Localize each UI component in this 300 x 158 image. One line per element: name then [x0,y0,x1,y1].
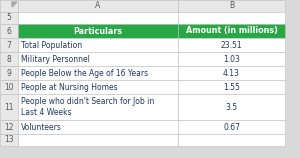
Text: Amount (in millions): Amount (in millions) [186,27,278,36]
Text: 3.5: 3.5 [225,103,238,112]
Bar [18,120,178,134]
Bar [18,80,178,94]
Bar [18,38,178,52]
Bar [18,52,178,66]
Text: 1.03: 1.03 [223,55,240,64]
Text: Military Personnel: Military Personnel [21,55,90,64]
Polygon shape [12,2,17,7]
Text: 23.51: 23.51 [221,40,242,49]
Text: 13: 13 [4,136,14,145]
Text: 12: 12 [4,122,14,131]
Text: People Below the Age of 16 Years: People Below the Age of 16 Years [21,69,148,78]
Text: 10: 10 [4,82,14,91]
Bar [18,134,178,146]
Bar [178,38,285,52]
Text: 9: 9 [7,69,11,78]
Text: Particulars: Particulars [74,27,123,36]
Text: 4.13: 4.13 [223,69,240,78]
Bar [18,12,178,24]
Bar [0,0,18,12]
Bar [0,66,18,80]
Bar [178,0,285,12]
Bar [178,52,285,66]
Bar [0,12,18,24]
Bar [0,120,18,134]
Bar [178,134,285,146]
Text: 6: 6 [7,27,11,36]
Bar [0,24,18,38]
Text: A: A [95,1,101,10]
Bar [18,24,178,38]
Text: B: B [229,1,234,10]
Bar [178,94,285,120]
Text: 1.55: 1.55 [223,82,240,91]
Bar [178,66,285,80]
Text: People at Nursing Homes: People at Nursing Homes [21,82,118,91]
Text: People who didn't Search for Job in
Last 4 Weeks: People who didn't Search for Job in Last… [21,97,154,117]
Bar [18,0,178,12]
Bar [0,38,18,52]
Text: Total Population: Total Population [21,40,82,49]
Text: 0.67: 0.67 [223,122,240,131]
Text: 8: 8 [7,55,11,64]
Text: 7: 7 [7,40,11,49]
Bar [178,12,285,24]
Bar [0,94,18,120]
Bar [178,80,285,94]
Bar [178,120,285,134]
Text: 11: 11 [4,103,14,112]
Bar [18,94,178,120]
Bar [18,66,178,80]
Text: 5: 5 [7,13,11,22]
Bar [0,80,18,94]
Text: Volunteers: Volunteers [21,122,62,131]
Bar [0,134,18,146]
Bar [0,52,18,66]
Bar [178,24,285,38]
